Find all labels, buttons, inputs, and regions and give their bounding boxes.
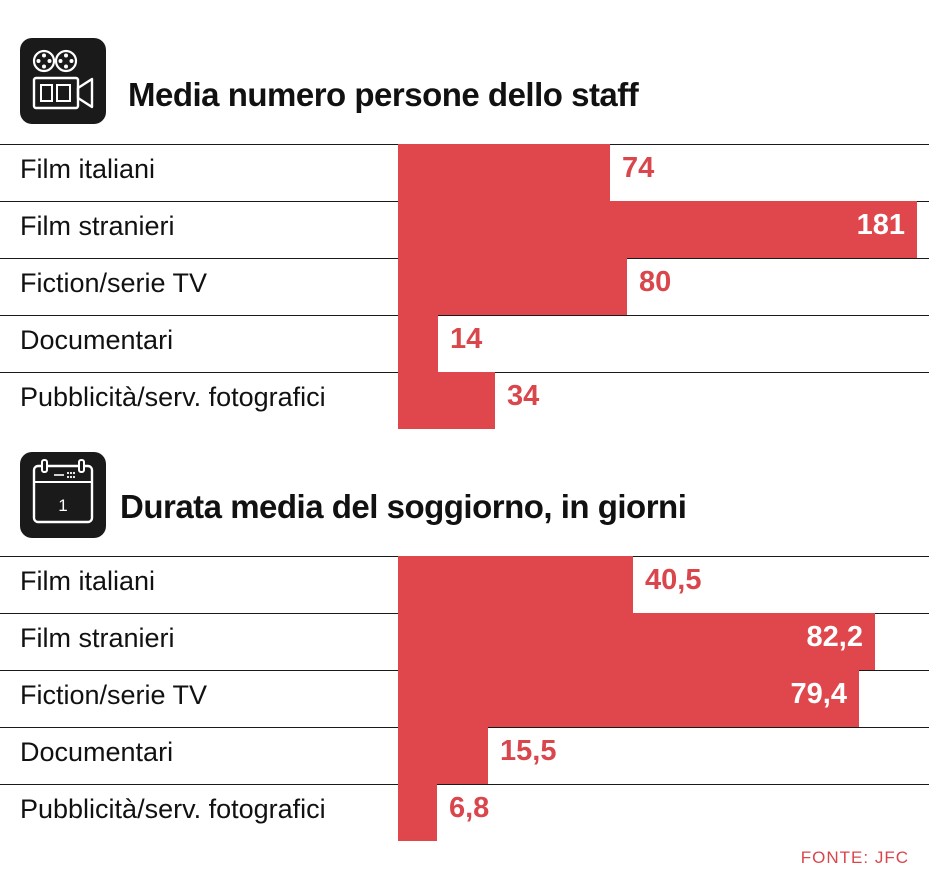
bar [398, 784, 437, 841]
category-label: Documentari [20, 737, 174, 767]
value-label: 40,5 [645, 564, 702, 596]
category-label: Pubblicità/serv. fotografici [20, 794, 326, 824]
value-label: 79,4 [790, 678, 847, 710]
bar [398, 613, 875, 670]
value-label: 14 [450, 323, 483, 355]
chart-title: Durata media del soggiorno, in giorni [120, 488, 687, 525]
value-label: 34 [507, 380, 540, 412]
bar-row: Film stranieri 181 [0, 201, 929, 258]
bar [398, 372, 495, 429]
bar-row: Documentari 15,5 [0, 727, 929, 784]
film-camera-icon [20, 38, 106, 124]
bar-row: Documentari 14 [0, 315, 929, 372]
section-header: 1 Durata media del soggiorno, in giorni [0, 452, 929, 552]
chart-title: Media numero persone dello staff [128, 76, 639, 113]
bar [398, 556, 633, 613]
category-label: Film stranieri [20, 211, 175, 241]
category-label: Documentari [20, 325, 174, 355]
value-label: 6,8 [449, 792, 490, 824]
row-divider [0, 784, 929, 785]
category-label: Pubblicità/serv. fotografici [20, 382, 326, 412]
source-note: FONTE: JFC [800, 848, 909, 867]
bar-row: Pubblicità/serv. fotografici 34 [0, 372, 929, 429]
calendar-icon: 1 [20, 452, 106, 538]
bar-row: Fiction/serie TV 80 [0, 258, 929, 315]
bar [398, 315, 438, 372]
category-label: Fiction/serie TV [20, 268, 208, 298]
bar [398, 727, 488, 784]
calendar-day-label: 1 [58, 496, 67, 515]
bar-row: Film stranieri 82,2 [0, 613, 929, 670]
category-label: Film italiani [20, 566, 156, 596]
category-label: Film stranieri [20, 623, 175, 653]
category-label: Fiction/serie TV [20, 680, 208, 710]
category-label: Film italiani [20, 154, 156, 184]
value-label: 15,5 [500, 735, 557, 767]
section-header: Media numero persone dello staff [0, 38, 929, 138]
row-divider [0, 315, 929, 316]
bar-row: Pubblicità/serv. fotografici 6,8 [0, 784, 929, 841]
value-label: 181 [856, 209, 905, 241]
value-label: 74 [622, 152, 655, 184]
bar [398, 670, 859, 727]
bar-row: Fiction/serie TV 79,4 [0, 670, 929, 727]
value-label: 80 [639, 266, 672, 298]
bar-row: Film italiani 40,5 [0, 556, 929, 613]
bar [398, 258, 627, 315]
bar [398, 144, 610, 201]
bar-row: Film italiani 74 [0, 144, 929, 201]
value-label: 82,2 [806, 621, 863, 653]
bar [398, 201, 917, 258]
